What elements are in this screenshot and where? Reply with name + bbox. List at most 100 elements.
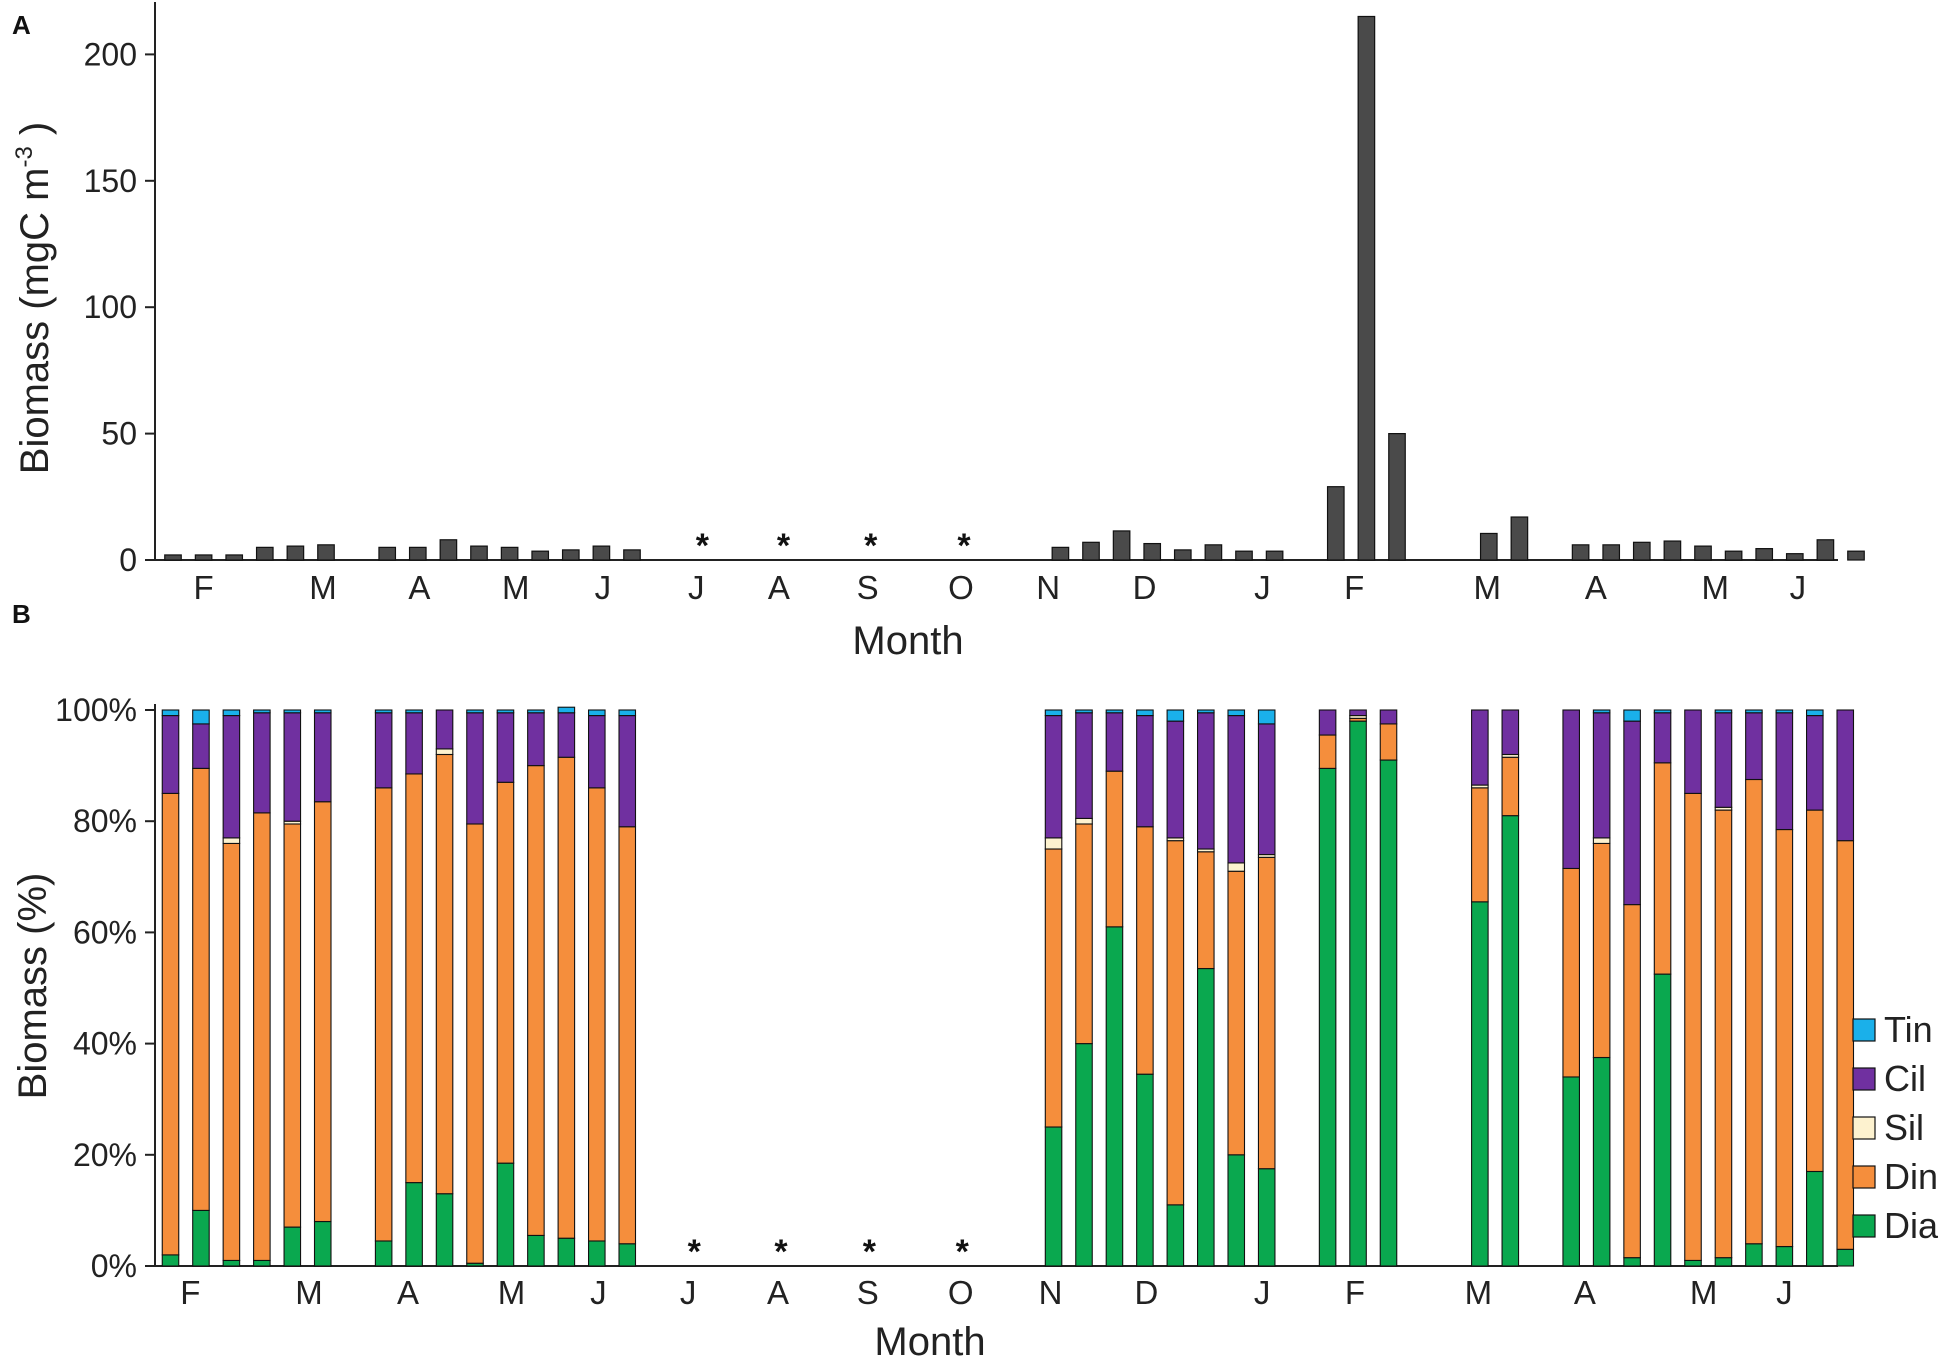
- segment-cil: [557, 712, 576, 758]
- segment-dia: [1562, 1076, 1580, 1267]
- segment-dia: [1349, 720, 1367, 1267]
- bar-a: [225, 554, 244, 561]
- segment-din: [1592, 842, 1611, 1059]
- segment-dia: [1471, 901, 1489, 1267]
- missing-marker-a: *: [696, 527, 710, 565]
- segment-din: [1775, 828, 1794, 1248]
- bar-a: [255, 546, 274, 561]
- month-label-a: F: [1344, 569, 1364, 606]
- bar-a: [1265, 550, 1284, 561]
- y-tick-label-a: 100: [84, 289, 137, 325]
- y-tick-label-a: 50: [101, 416, 137, 452]
- legend-swatch-tin: [1852, 1018, 1876, 1042]
- y-axis-title-a-sup: -3: [11, 146, 38, 167]
- segment-tin: [222, 709, 241, 717]
- bar-a: [164, 554, 182, 561]
- segment-din: [1501, 756, 1520, 817]
- bar-a: [1694, 545, 1712, 561]
- month-label-a: J: [1790, 569, 1807, 606]
- bar-a: [500, 546, 519, 561]
- segment-tin: [1775, 709, 1794, 714]
- segment-din: [557, 756, 576, 1239]
- missing-marker-b: *: [863, 1233, 877, 1271]
- segment-cil: [1562, 709, 1580, 870]
- segment-dia: [618, 1243, 637, 1267]
- x-axis-title-b: Month: [874, 1320, 985, 1364]
- segment-tin: [466, 709, 484, 714]
- segment-din: [1136, 826, 1154, 1075]
- month-label-b: O: [948, 1274, 974, 1311]
- segment-din: [1471, 787, 1489, 903]
- bar-a: [1357, 15, 1376, 561]
- segment-cil: [1349, 709, 1367, 717]
- segment-dia: [435, 1193, 454, 1267]
- segment-dia: [1684, 1259, 1702, 1267]
- segment-din: [1257, 856, 1276, 1170]
- segment-din: [253, 812, 271, 1261]
- segment-tin: [1592, 709, 1611, 714]
- segment-cil: [496, 712, 515, 783]
- segment-din: [1044, 848, 1063, 1128]
- segment-din: [405, 773, 423, 1184]
- segment-din: [527, 765, 545, 1236]
- panel-a-chart: A 0 50 100 150 200 F M A M J J A S O N D J F M A M J * * * * Month B…: [11, 2, 1865, 663]
- segment-cil: [1623, 720, 1641, 906]
- segment-din: [496, 781, 515, 1164]
- segment-tin: [192, 709, 210, 725]
- segment-din: [161, 792, 180, 1256]
- segment-cil: [435, 709, 454, 750]
- segment-dia: [1044, 1126, 1063, 1267]
- month-label-b: A: [767, 1274, 789, 1311]
- segment-din: [283, 823, 302, 1228]
- segment-tin: [1653, 709, 1672, 714]
- month-label-b: N: [1039, 1274, 1063, 1311]
- missing-marker-b: *: [774, 1233, 788, 1271]
- month-label-b: M: [1690, 1274, 1718, 1311]
- y-axis-title-a-main: Biomass (mgC m: [13, 168, 57, 475]
- month-label-a: M: [309, 569, 337, 606]
- panel-b-chart: B0%20%40%60%80%100%F M A M J J A S O N D J F M A M J* * * *…: [11, 599, 1939, 1364]
- y-tick-label-a: 0: [119, 542, 137, 578]
- legend-label-cil: Cil: [1884, 1058, 1926, 1099]
- missing-marker-a: *: [864, 527, 878, 565]
- legend-label-din: Din: [1884, 1156, 1938, 1197]
- segment-din: [435, 753, 454, 1195]
- bar-a: [1663, 540, 1682, 561]
- segment-dia: [1745, 1243, 1763, 1267]
- bar-a: [317, 544, 335, 561]
- segment-din: [222, 842, 241, 1261]
- y-axis-title-a-close: ): [13, 122, 57, 146]
- segment-din: [1166, 840, 1185, 1206]
- segment-dia: [496, 1162, 515, 1267]
- segment-din: [1623, 904, 1641, 1259]
- segment-dia: [1379, 759, 1398, 1267]
- month-label-b: A: [397, 1274, 419, 1311]
- segment-cil: [313, 712, 332, 803]
- segment-tin: [283, 709, 302, 714]
- segment-tin: [1714, 709, 1733, 714]
- bar-a: [1388, 433, 1406, 561]
- segment-sil: [1227, 862, 1246, 872]
- bar-a: [1602, 544, 1621, 561]
- y-tick-label-b: 40%: [73, 1026, 137, 1062]
- segment-cil: [1136, 715, 1154, 828]
- segment-dia: [1136, 1073, 1154, 1267]
- segment-tin: [1623, 709, 1641, 722]
- segment-cil: [1044, 715, 1063, 839]
- month-label-a: A: [768, 569, 790, 606]
- month-label-b: A: [1574, 1274, 1596, 1311]
- bar-a: [1479, 532, 1498, 561]
- segment-dia: [253, 1259, 271, 1267]
- month-label-b: M: [1465, 1274, 1493, 1311]
- segment-dia: [1197, 967, 1215, 1267]
- segment-din: [1105, 770, 1124, 928]
- bar-a: [1571, 544, 1590, 561]
- segment-tin: [496, 709, 515, 714]
- legend-swatch-sil: [1852, 1116, 1876, 1140]
- segment-cil: [405, 712, 423, 775]
- missing-marker-b: *: [956, 1233, 970, 1271]
- segment-sil: [222, 837, 241, 844]
- segment-dia: [405, 1182, 423, 1267]
- segment-cil: [1836, 709, 1855, 842]
- segment-dia: [1653, 973, 1672, 1267]
